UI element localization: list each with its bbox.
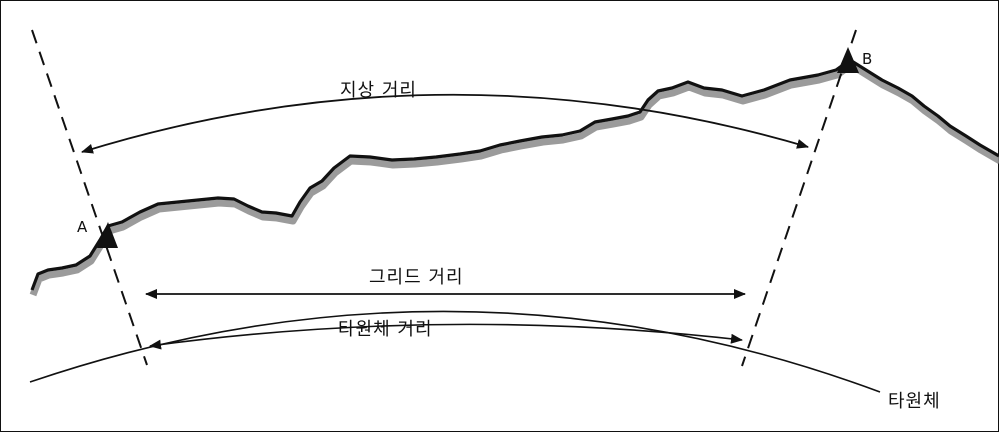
point-a-label: A: [77, 218, 88, 236]
plumb-line-b: [741, 29, 857, 367]
plumb-line-a: [31, 29, 148, 366]
ellipsoid-distance-arrow: [149, 323, 743, 350]
terrain-profile: [30, 58, 999, 291]
terrain-shadow: [29, 61, 999, 297]
point-b-label: B: [862, 50, 873, 68]
ellipsoid-curve: [29, 310, 881, 393]
point-b-marker: [837, 47, 859, 73]
ground-distance-label: 지상 거리: [340, 80, 417, 101]
grid-distance-label: 그리드 거리: [369, 267, 464, 288]
ellipsoid-label: 타원체: [888, 391, 941, 412]
ground-distance-arrow: [81, 93, 809, 154]
point-a-marker: [97, 222, 118, 248]
ellipsoid-distance-label: 타원체 거리: [338, 319, 433, 340]
